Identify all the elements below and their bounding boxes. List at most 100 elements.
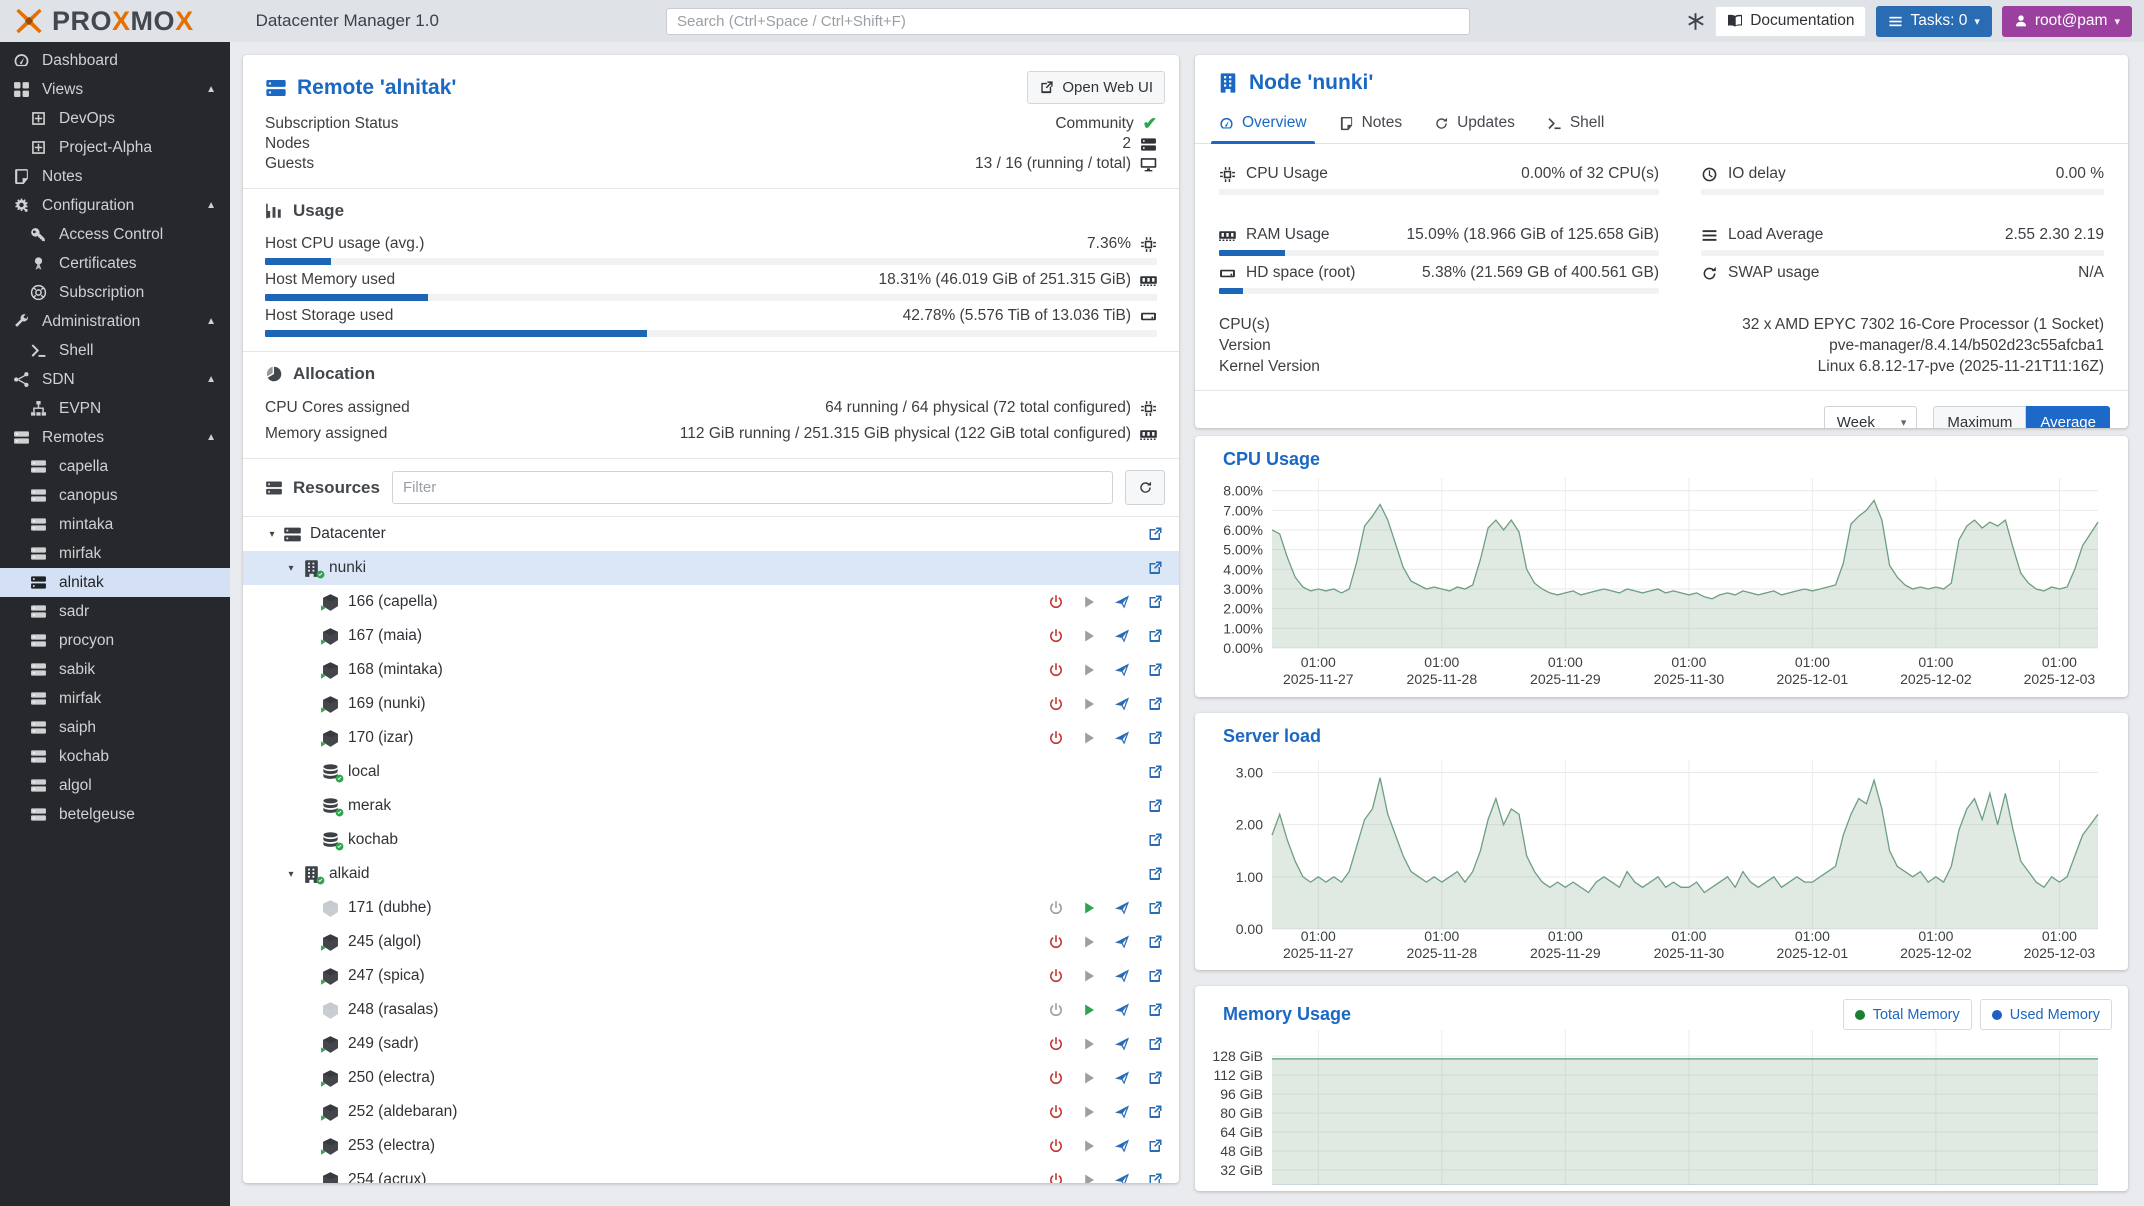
settings-asterisk-icon[interactable] [1686, 12, 1705, 31]
tree-row-167-maia-[interactable]: 167 (maia) [243, 619, 1179, 653]
caret-down-icon[interactable]: ▾ [265, 529, 279, 540]
open-web-ui-button[interactable]: Open Web UI [1027, 71, 1165, 104]
shutdown-icon[interactable] [1048, 1002, 1064, 1018]
resources-filter-input[interactable] [392, 471, 1113, 504]
start-icon[interactable] [1081, 730, 1097, 746]
sidebar-item-devops[interactable]: DevOps [0, 104, 230, 133]
collapse-arrow-icon[interactable]: ▲ [206, 432, 216, 443]
sidebar-item-mirfak[interactable]: mirfak [0, 539, 230, 568]
open-vm-icon[interactable] [1147, 696, 1163, 712]
tree-row-166-capella-[interactable]: 166 (capella) [243, 585, 1179, 619]
open-icon[interactable] [1147, 866, 1163, 882]
open-icon[interactable] [1147, 560, 1163, 576]
tree-row-nunki[interactable]: ▾ nunki [243, 551, 1179, 585]
shutdown-icon[interactable] [1048, 900, 1064, 916]
sidebar-item-capella[interactable]: capella [0, 452, 230, 481]
open-vm-icon[interactable] [1147, 900, 1163, 916]
open-vm-icon[interactable] [1147, 968, 1163, 984]
open-vm-icon[interactable] [1147, 730, 1163, 746]
tree-row-kochab[interactable]: kochab [243, 823, 1179, 857]
tree-row-245-algol-[interactable]: 245 (algol) [243, 925, 1179, 959]
start-icon[interactable] [1081, 594, 1097, 610]
tree-row-253-electra-[interactable]: 253 (electra) [243, 1129, 1179, 1163]
shutdown-icon[interactable] [1048, 628, 1064, 644]
migrate-icon[interactable] [1114, 968, 1130, 984]
sidebar-item-notes[interactable]: Notes [0, 162, 230, 191]
sidebar-item-alnitak[interactable]: alnitak [0, 568, 230, 597]
tab-overview[interactable]: Overview [1205, 105, 1321, 143]
migrate-icon[interactable] [1114, 1070, 1130, 1086]
search-input[interactable] [666, 8, 1470, 35]
migrate-icon[interactable] [1114, 696, 1130, 712]
tree-row-169-nunki-[interactable]: 169 (nunki) [243, 687, 1179, 721]
shutdown-icon[interactable] [1048, 934, 1064, 950]
migrate-icon[interactable] [1114, 1036, 1130, 1052]
time-range-select[interactable]: Week ▾ [1824, 406, 1918, 428]
start-icon[interactable] [1081, 662, 1097, 678]
open-vm-icon[interactable] [1147, 934, 1163, 950]
collapse-arrow-icon[interactable]: ▲ [206, 374, 216, 385]
open-vm-icon[interactable] [1147, 1002, 1163, 1018]
legend-toggle-total-memory[interactable]: Total Memory [1843, 999, 1972, 1030]
shutdown-icon[interactable] [1048, 662, 1064, 678]
tree-row-171-dubhe-[interactable]: 171 (dubhe) [243, 891, 1179, 925]
collapse-arrow-icon[interactable]: ▲ [206, 200, 216, 211]
open-icon[interactable] [1147, 798, 1163, 814]
open-vm-icon[interactable] [1147, 1172, 1163, 1183]
tree-row-249-sadr-[interactable]: 249 (sadr) [243, 1027, 1179, 1061]
start-icon[interactable] [1081, 696, 1097, 712]
sidebar-item-sadr[interactable]: sadr [0, 597, 230, 626]
resources-refresh-button[interactable] [1125, 470, 1165, 505]
sidebar-item-administration[interactable]: Administration▲ [0, 307, 230, 336]
open-icon[interactable] [1147, 764, 1163, 780]
sidebar-item-procyon[interactable]: procyon [0, 626, 230, 655]
migrate-icon[interactable] [1114, 900, 1130, 916]
start-icon[interactable] [1081, 628, 1097, 644]
shutdown-icon[interactable] [1048, 1138, 1064, 1154]
sidebar-item-shell[interactable]: Shell [0, 336, 230, 365]
legend-toggle-used-memory[interactable]: Used Memory [1980, 999, 2112, 1030]
sidebar-item-remotes[interactable]: Remotes▲ [0, 423, 230, 452]
shutdown-icon[interactable] [1048, 594, 1064, 610]
shutdown-icon[interactable] [1048, 1036, 1064, 1052]
sidebar-item-access-control[interactable]: Access Control [0, 220, 230, 249]
shutdown-icon[interactable] [1048, 1172, 1064, 1183]
caret-down-icon[interactable]: ▾ [284, 563, 298, 574]
tree-row-250-electra-[interactable]: 250 (electra) [243, 1061, 1179, 1095]
start-icon[interactable] [1081, 1172, 1097, 1183]
open-vm-icon[interactable] [1147, 662, 1163, 678]
open-vm-icon[interactable] [1147, 1104, 1163, 1120]
average-button[interactable]: Average [2026, 406, 2110, 428]
start-icon[interactable] [1081, 1070, 1097, 1086]
tab-updates[interactable]: Updates [1420, 105, 1529, 143]
open-vm-icon[interactable] [1147, 1070, 1163, 1086]
start-icon[interactable] [1081, 1138, 1097, 1154]
migrate-icon[interactable] [1114, 1172, 1130, 1183]
tab-notes[interactable]: Notes [1325, 105, 1417, 143]
shutdown-icon[interactable] [1048, 1104, 1064, 1120]
sidebar-item-algol[interactable]: algol [0, 771, 230, 800]
start-icon[interactable] [1081, 900, 1097, 916]
open-vm-icon[interactable] [1147, 594, 1163, 610]
sidebar-item-certificates[interactable]: Certificates [0, 249, 230, 278]
tree-row-252-aldebaran-[interactable]: 252 (aldebaran) [243, 1095, 1179, 1129]
collapse-arrow-icon[interactable]: ▲ [206, 316, 216, 327]
start-icon[interactable] [1081, 1002, 1097, 1018]
sidebar-item-evpn[interactable]: EVPN [0, 394, 230, 423]
shutdown-icon[interactable] [1048, 968, 1064, 984]
open-vm-icon[interactable] [1147, 628, 1163, 644]
shutdown-icon[interactable] [1048, 696, 1064, 712]
sidebar-item-views[interactable]: Views▲ [0, 75, 230, 104]
migrate-icon[interactable] [1114, 1104, 1130, 1120]
sidebar-item-saiph[interactable]: saiph [0, 713, 230, 742]
sidebar-item-mirfak[interactable]: mirfak [0, 684, 230, 713]
sidebar-item-configuration[interactable]: Configuration▲ [0, 191, 230, 220]
tree-row-248-rasalas-[interactable]: 248 (rasalas) [243, 993, 1179, 1027]
tree-row-168-mintaka-[interactable]: 168 (mintaka) [243, 653, 1179, 687]
sidebar-item-canopus[interactable]: canopus [0, 481, 230, 510]
documentation-button[interactable]: Documentation [1715, 6, 1866, 37]
sidebar-item-sdn[interactable]: SDN▲ [0, 365, 230, 394]
sidebar-item-project-alpha[interactable]: Project-Alpha [0, 133, 230, 162]
open-vm-icon[interactable] [1147, 1138, 1163, 1154]
migrate-icon[interactable] [1114, 1138, 1130, 1154]
